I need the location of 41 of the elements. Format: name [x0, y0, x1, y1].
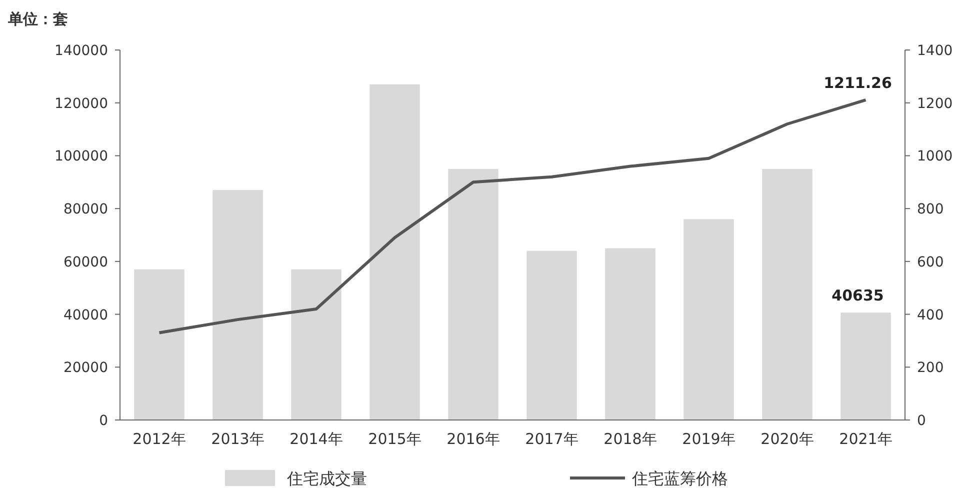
y2-tick-label: 200 — [917, 360, 944, 376]
x-tick-label: 2016年 — [446, 430, 500, 448]
bar — [370, 84, 420, 420]
y2-tick-label: 1400 — [917, 43, 953, 59]
y-tick-label: 40000 — [63, 307, 108, 324]
bar — [526, 250, 577, 420]
x-tick-label: 2018年 — [604, 430, 657, 448]
y-tick-label: 120000 — [54, 96, 108, 112]
y2-tick-label: 0 — [917, 413, 926, 429]
legend-label: 住宅蓝筹价格 — [631, 469, 728, 488]
bar — [134, 269, 184, 420]
x-tick-label: 2019年 — [682, 430, 736, 448]
bar — [212, 190, 263, 420]
x-tick-label: 2012年 — [132, 430, 186, 448]
y2-tick-label: 1000 — [917, 148, 953, 165]
y2-tick-label: 400 — [917, 307, 944, 324]
y2-tick-label: 600 — [917, 254, 944, 270]
y2-tick-label: 1200 — [917, 96, 953, 112]
x-tick-label: 2020年 — [760, 430, 814, 448]
bar — [684, 219, 734, 420]
x-tick-label: 2021年 — [839, 430, 892, 448]
y-axis-title: 单位：套 — [7, 10, 68, 28]
bar — [762, 168, 812, 420]
y-tick-label: 60000 — [63, 254, 108, 270]
y-tick-label: 20000 — [63, 360, 108, 376]
data-label: 40635 — [832, 286, 884, 305]
y-tick-label: 100000 — [54, 148, 108, 165]
y-tick-label: 0 — [99, 413, 108, 429]
y-tick-label: 140000 — [54, 43, 108, 59]
x-tick-label: 2013年 — [211, 430, 264, 448]
bar — [840, 312, 891, 420]
data-label: 1211.26 — [824, 74, 892, 92]
x-tick-label: 2017年 — [525, 430, 578, 448]
bar — [605, 248, 656, 420]
y-tick-label: 80000 — [63, 202, 108, 218]
y2-tick-label: 800 — [917, 202, 944, 218]
legend-label: 住宅成交量 — [286, 469, 367, 488]
bar — [448, 168, 498, 420]
x-tick-label: 2014年 — [290, 430, 343, 448]
x-tick-label: 2015年 — [368, 430, 422, 448]
bar — [291, 269, 342, 420]
